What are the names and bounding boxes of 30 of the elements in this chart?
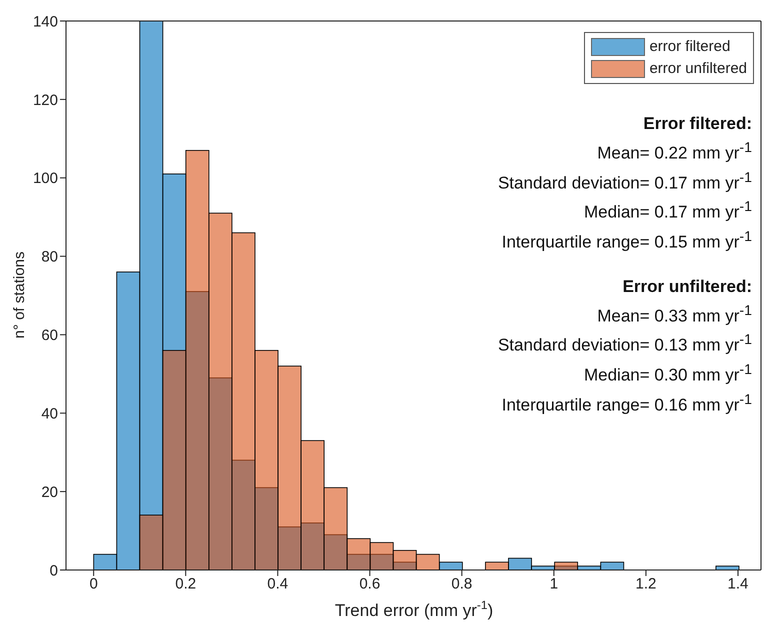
x-tick-label: 1.2 <box>636 576 656 593</box>
y-tick-label: 100 <box>32 170 58 188</box>
y-axis-title: n° of stations <box>11 252 28 338</box>
annotation: Median= 0.30 mm yr$^{-1}$ <box>582 360 752 387</box>
legend-label: error unfiltered <box>649 59 747 79</box>
annotation: Mean= 0.22 mm yr$^{-1}$ <box>596 139 752 165</box>
annotation: Error filtered: <box>642 113 752 135</box>
x-tick-label: 0.8 <box>451 576 472 593</box>
x-tick-label: 1 <box>550 576 558 593</box>
x-axis-title: Trend error (mm yr$^{-1}$) <box>334 598 494 620</box>
x-tick-label: 0.2 <box>175 576 196 593</box>
y-tick-label: 140 <box>32 13 58 30</box>
legend-label: error filtered <box>649 37 730 57</box>
y-tick-label: 40 <box>41 405 58 422</box>
y-tick-label: 80 <box>41 248 58 266</box>
y-tick-label: 60 <box>41 327 58 344</box>
annotation: Standard deviation= 0.17 mm yr$^{-1}$ <box>498 168 752 194</box>
annotation: Median= 0.17 mm yr$^{-1}$ <box>582 198 752 224</box>
y-tick-label: 0 <box>50 562 58 580</box>
annotation: Error unfiltered: <box>622 276 752 298</box>
x-tick-label: 0.6 <box>359 576 380 593</box>
x-tick-label: 0 <box>89 576 98 593</box>
annotation: Interquartile range= 0.15 mm yr$^{-1}$ <box>500 228 752 254</box>
annotation: Interquartile range= 0.16 mm yr$^{-1}$ <box>500 390 752 416</box>
x-tick-label: 0.4 <box>267 576 288 593</box>
y-tick-label: 20 <box>41 484 58 501</box>
y-tick-label: 120 <box>32 92 58 109</box>
x-tick-label: 1.4 <box>728 576 748 593</box>
annotation: Standard deviation= 0.13 mm yr$^{-1}$ <box>498 331 752 357</box>
annotation: Mean= 0.33 mm yr$^{-1}$ <box>596 302 752 328</box>
